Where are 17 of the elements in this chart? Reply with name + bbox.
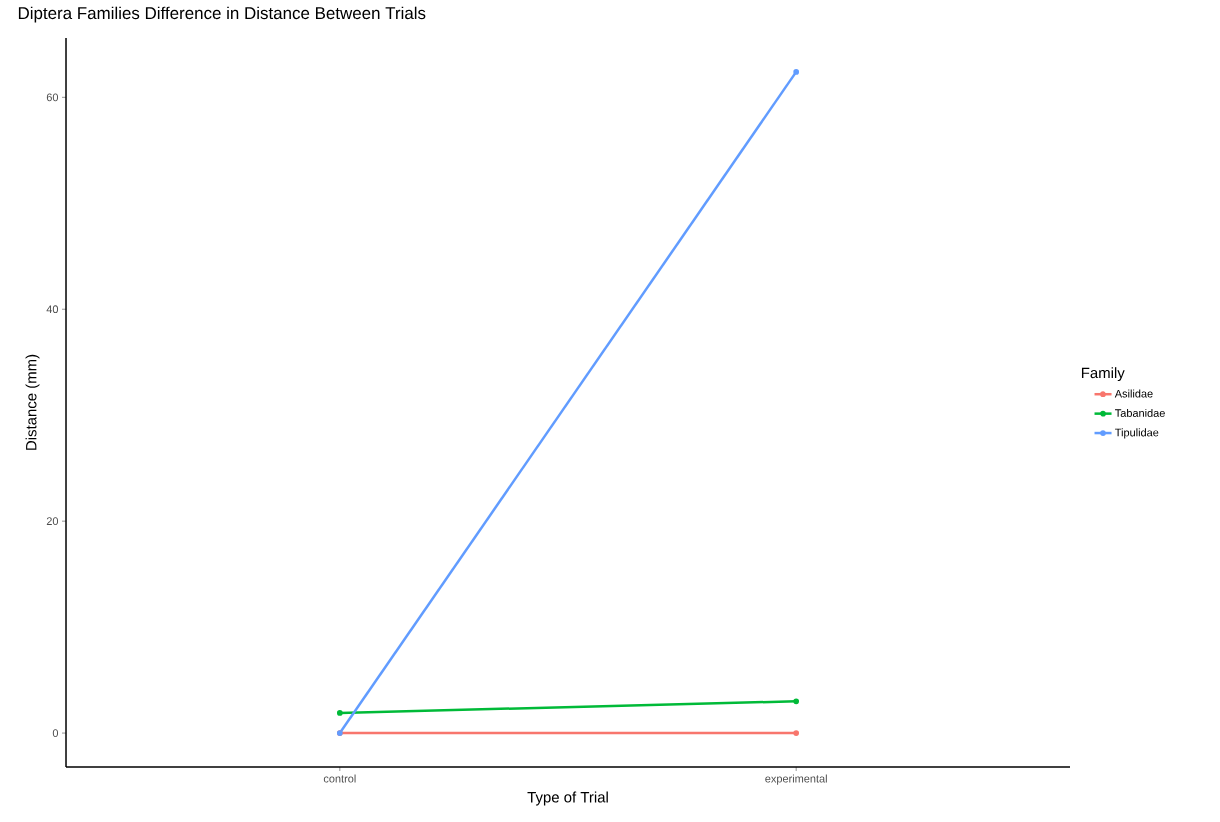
point: [793, 69, 800, 75]
y-tick-label: 60: [46, 93, 59, 102]
y-axis-title: Distance (mm): [25, 354, 40, 450]
point: [336, 710, 343, 716]
legend-label: Tabanidae: [1115, 408, 1165, 417]
point: [793, 698, 800, 705]
y-tick-label: 20: [46, 517, 59, 526]
legend-title: Family: [1081, 367, 1125, 382]
x-tick-label: control: [323, 774, 356, 783]
y-tick-label: 0: [52, 729, 59, 737]
x-axis-title: Type of Trial: [527, 791, 608, 806]
point: [793, 730, 800, 736]
x-tick-label: experimental: [765, 774, 827, 785]
y-tick-label: 40: [46, 305, 59, 314]
legend-label: Asilidae: [1114, 389, 1153, 398]
legend-label: Tipulidae: [1115, 428, 1159, 439]
chart-title: Diptera Families Difference in Distance Between Trials: [18, 6, 426, 23]
